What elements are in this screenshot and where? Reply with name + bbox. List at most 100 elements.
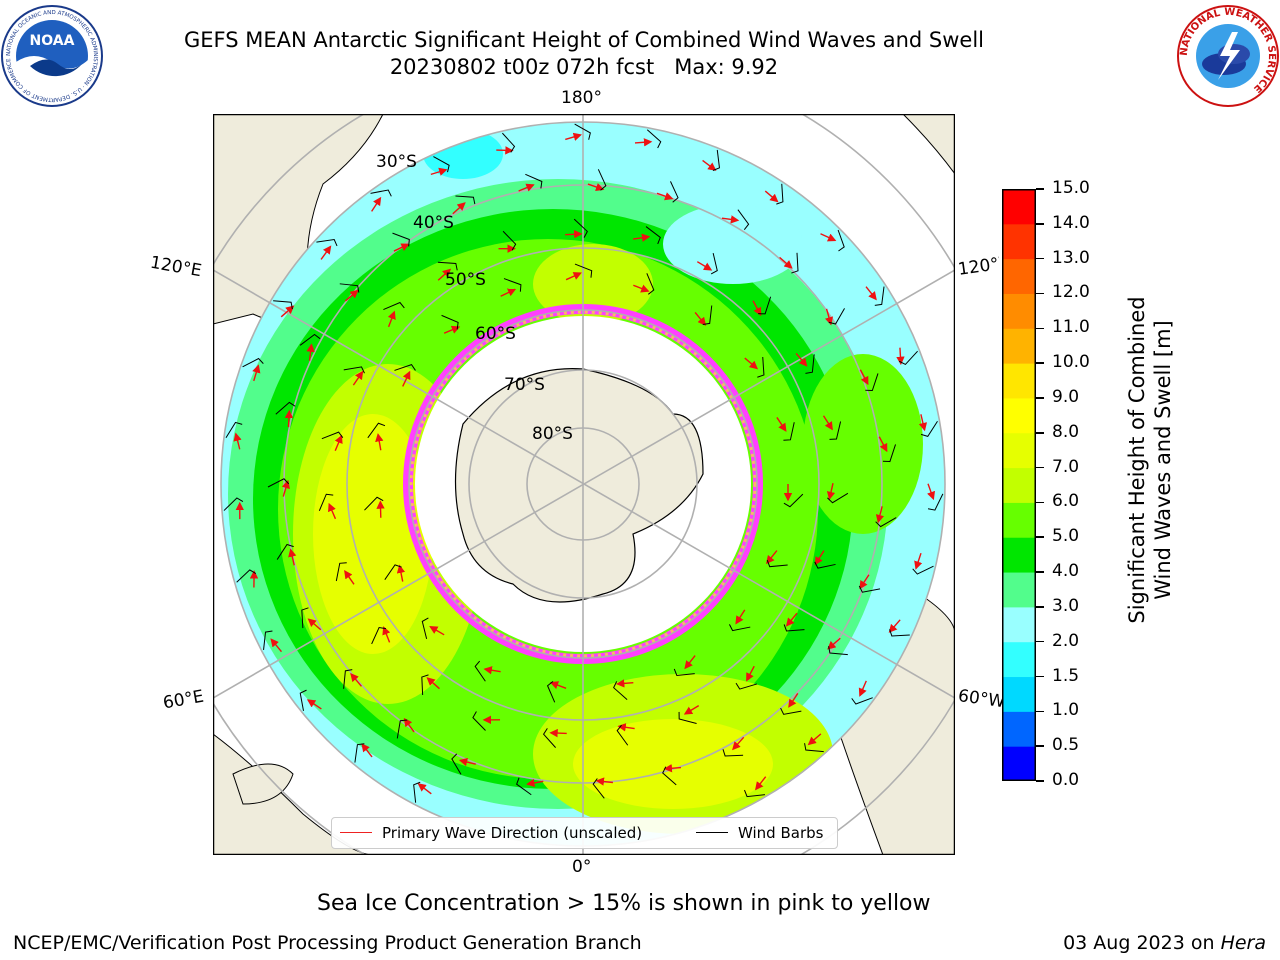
wind-barb xyxy=(827,492,849,504)
wave-direction-arrow xyxy=(822,415,833,431)
lon-label-60w: 60°W xyxy=(956,685,1005,713)
chart-subtitle: 20230802 t00z 072h fcst Max: 9.92 xyxy=(389,55,779,79)
wind-barb xyxy=(780,707,802,715)
colorbar-cell xyxy=(1002,641,1036,678)
wave-direction-arrow xyxy=(779,256,793,269)
wave-direction-arrow xyxy=(500,288,517,297)
wave-direction-arrow xyxy=(694,311,707,326)
wind-barb xyxy=(710,252,718,275)
wind-barb xyxy=(343,366,365,374)
wind-barb xyxy=(339,283,360,293)
wave-direction-arrow xyxy=(732,736,745,751)
wave-direction-arrow xyxy=(721,215,740,224)
wind-barb xyxy=(451,753,462,775)
colorbar-tick-mark xyxy=(1036,501,1044,504)
colorbar-tick-mark xyxy=(1036,675,1044,678)
colorbar-tick-label: 12.0 xyxy=(1052,282,1090,303)
colorbar-cell xyxy=(1002,467,1036,503)
colorbar-tick-mark xyxy=(1036,188,1044,190)
wind-barb xyxy=(889,629,910,637)
wind-barb xyxy=(616,724,629,746)
wind-barb xyxy=(316,239,338,247)
wave-direction-arrow xyxy=(859,574,870,590)
lat-label-60s: 60°S xyxy=(475,324,516,344)
lon-label-0: 0° xyxy=(572,857,592,877)
footer-date-text: 03 Aug 2023 on xyxy=(1063,932,1221,954)
wind-barb xyxy=(236,569,257,583)
colorbar-tick-label: 1.5 xyxy=(1052,665,1080,686)
wind-barb xyxy=(783,624,805,632)
wind-barb xyxy=(670,181,679,203)
lat-label-50s: 50°S xyxy=(445,270,486,290)
wind-barb xyxy=(912,565,934,575)
nws-logo-icon: NATIONAL WEATHER SERVICE xyxy=(1177,5,1279,107)
wave-direction-arrow xyxy=(634,138,653,147)
wave-direction-arrow xyxy=(452,202,466,215)
wave-direction-arrow xyxy=(334,434,343,452)
wind-barb xyxy=(646,129,662,149)
wind-barb xyxy=(874,286,885,306)
colorbar-cell xyxy=(1002,746,1036,781)
wave-direction-arrow xyxy=(483,666,501,675)
wave-direction-arrow xyxy=(344,570,355,585)
colorbar-tick-label: 8.0 xyxy=(1052,421,1080,442)
colorbar-cell xyxy=(1002,223,1036,260)
colorbar-tick-mark xyxy=(1036,466,1044,469)
wind-barb xyxy=(421,674,429,696)
wave-direction-arrow xyxy=(429,626,445,636)
wave-direction-arrow xyxy=(387,310,396,328)
colorbar-cell xyxy=(1002,572,1036,608)
wave-direction-arrow xyxy=(764,190,779,203)
wave-direction-arrow xyxy=(859,369,869,386)
wind-barb xyxy=(722,749,744,757)
wind-barb xyxy=(502,230,517,251)
colorbar-tick-mark xyxy=(1036,223,1044,225)
wave-direction-arrow xyxy=(702,159,717,171)
colorbar-cell xyxy=(1002,189,1036,225)
wind-barb xyxy=(433,156,450,173)
wave-direction-arrow xyxy=(633,284,650,293)
wave-direction-arrow xyxy=(824,308,834,326)
wind-barb xyxy=(370,189,392,197)
colorbar-tick-mark xyxy=(1036,292,1044,295)
wind-barb xyxy=(502,132,516,153)
wave-direction-arrow xyxy=(827,637,841,650)
colorbar-label-line2: Wind Waves and Swell [m] xyxy=(1151,320,1175,600)
wave-direction-arrow xyxy=(696,261,713,271)
colorbar-tick-mark xyxy=(1036,640,1044,643)
footer-host: Hera xyxy=(1220,932,1266,954)
wind-barb xyxy=(413,781,421,803)
wind-barb xyxy=(758,296,772,315)
wave-direction-arrow xyxy=(320,245,332,260)
wind-barb xyxy=(574,263,593,278)
colorbar-tick-mark xyxy=(1036,327,1044,330)
wave-direction-arrow xyxy=(375,433,384,451)
wave-direction-arrow xyxy=(393,243,410,252)
wind-barb xyxy=(728,624,751,632)
wave-direction-arrow xyxy=(744,357,759,370)
wind-barb xyxy=(882,444,897,463)
wind-barb xyxy=(805,354,815,374)
wave-direction-arrow xyxy=(656,192,674,201)
noaa-logo-icon: NATIONAL OCEANIC AND ATMOSPHERIC ADMINIS… xyxy=(1,5,103,107)
wind-barb xyxy=(829,421,842,440)
wave-direction-arrow xyxy=(595,777,614,786)
wave-direction-arrow xyxy=(888,619,901,633)
colorbar-tick-label: 9.0 xyxy=(1052,386,1080,407)
wind-barb xyxy=(343,669,353,689)
wave-direction-arrow xyxy=(382,626,391,643)
wind-barb xyxy=(613,681,628,700)
wind-barb xyxy=(662,766,677,786)
wind-barb xyxy=(735,682,758,690)
colorbar-cell xyxy=(1002,502,1036,538)
colorbar-tick-mark xyxy=(1036,745,1044,747)
wind-barb xyxy=(597,169,607,191)
colorbar-tick-label: 1.0 xyxy=(1052,700,1080,721)
colorbar-tick-mark xyxy=(1036,606,1044,608)
wave-direction-arrow xyxy=(565,132,582,141)
wind-barb xyxy=(318,493,334,512)
wind-barb xyxy=(744,789,766,798)
wind-barb xyxy=(321,431,344,440)
wind-barb xyxy=(384,564,402,580)
wave-direction-arrow xyxy=(352,370,364,386)
